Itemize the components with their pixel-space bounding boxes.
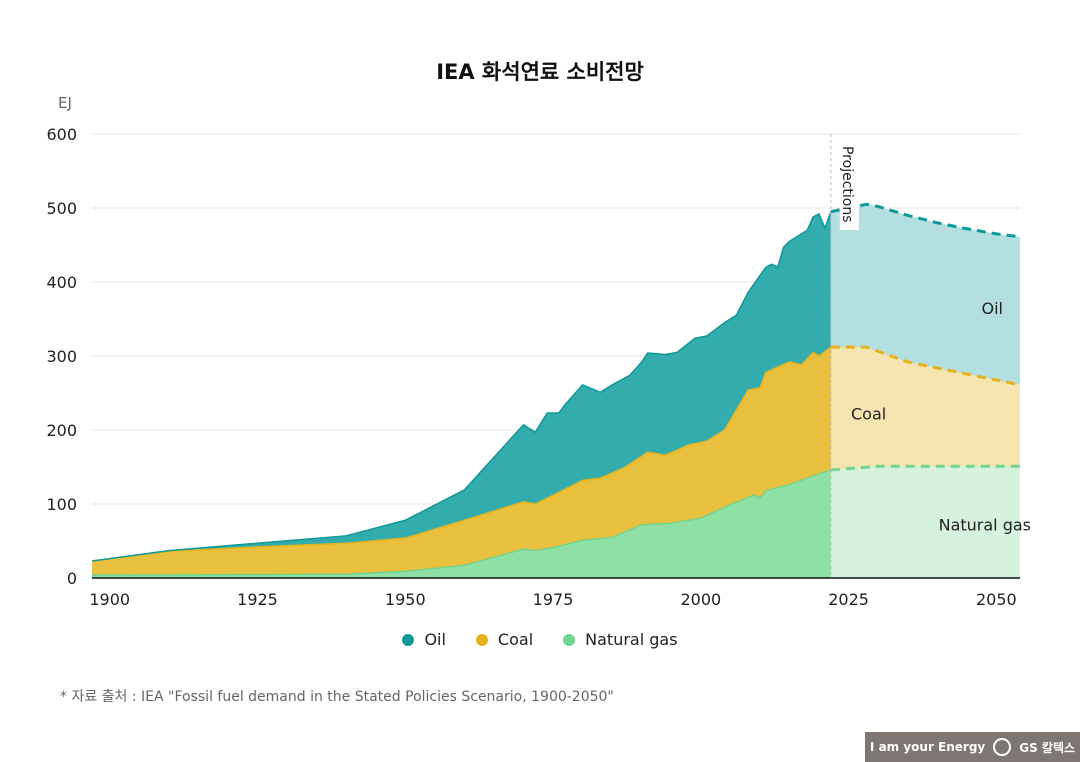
x-tick-label: 1975 bbox=[533, 590, 574, 609]
y-tick-label: 0 bbox=[67, 569, 77, 588]
legend-label: Oil bbox=[424, 630, 446, 649]
legend-swatch-coal bbox=[475, 633, 488, 646]
line-projection-oil bbox=[830, 202, 1021, 239]
brand-footer: I am your Energy GS 칼텍스 bbox=[865, 732, 1080, 762]
projection-label-bg bbox=[839, 142, 859, 230]
x-tick-label: 2000 bbox=[680, 590, 721, 609]
x-tick-label: 1925 bbox=[237, 590, 278, 609]
area-label-coal: Coal bbox=[851, 405, 886, 424]
gs-logo-icon bbox=[993, 738, 1012, 756]
y-tick-label: 400 bbox=[46, 273, 77, 292]
brand-name: GS 칼텍스 bbox=[1019, 740, 1076, 755]
x-tick-label: 1950 bbox=[385, 590, 426, 609]
area-label-natural-gas: Natural gas bbox=[939, 516, 1031, 535]
area-label-oil: Oil bbox=[982, 299, 1003, 318]
slogan: I am your Energy bbox=[869, 740, 986, 754]
legend-item-natural-gas: Natural gas bbox=[563, 630, 678, 649]
line-historical-oil bbox=[91, 211, 832, 562]
area-historical-coal bbox=[92, 347, 831, 578]
y-tick-label: 200 bbox=[46, 421, 77, 440]
x-tick-label: 2050 bbox=[976, 590, 1017, 609]
y-tick-label: 100 bbox=[46, 495, 77, 514]
projection-label: Projections bbox=[839, 146, 855, 223]
y-tick-label: 600 bbox=[46, 125, 77, 144]
area-projection-natural-gas bbox=[830, 466, 1020, 578]
legend-item-oil: Oil bbox=[402, 630, 446, 649]
x-tick-label: 1900 bbox=[89, 590, 130, 609]
legend-swatch-natural-gas bbox=[563, 633, 576, 646]
legend: Oil Coal Natural gas bbox=[0, 630, 1080, 649]
chart-title: IEA 화석연료 소비전망 bbox=[436, 60, 644, 84]
line-historical-natural-gas bbox=[91, 469, 832, 576]
line-projection-natural-gas bbox=[830, 464, 1020, 472]
legend-item-coal: Coal bbox=[475, 630, 534, 649]
line-historical-coal bbox=[91, 346, 832, 562]
y-tick-label: 500 bbox=[46, 199, 77, 218]
y-axis-unit: EJ bbox=[58, 94, 72, 112]
line-projection-coal bbox=[830, 345, 1021, 387]
source-note: * 자료 출처 : IEA "Fossil fuel demand in the… bbox=[60, 689, 614, 705]
x-tick-label: 2025 bbox=[828, 590, 869, 609]
legend-label: Coal bbox=[497, 630, 534, 649]
area-historical-natural-gas bbox=[92, 469, 831, 578]
legend-swatch-oil bbox=[402, 633, 415, 646]
legend-label: Natural gas bbox=[585, 630, 678, 649]
y-tick-label: 300 bbox=[46, 347, 77, 366]
